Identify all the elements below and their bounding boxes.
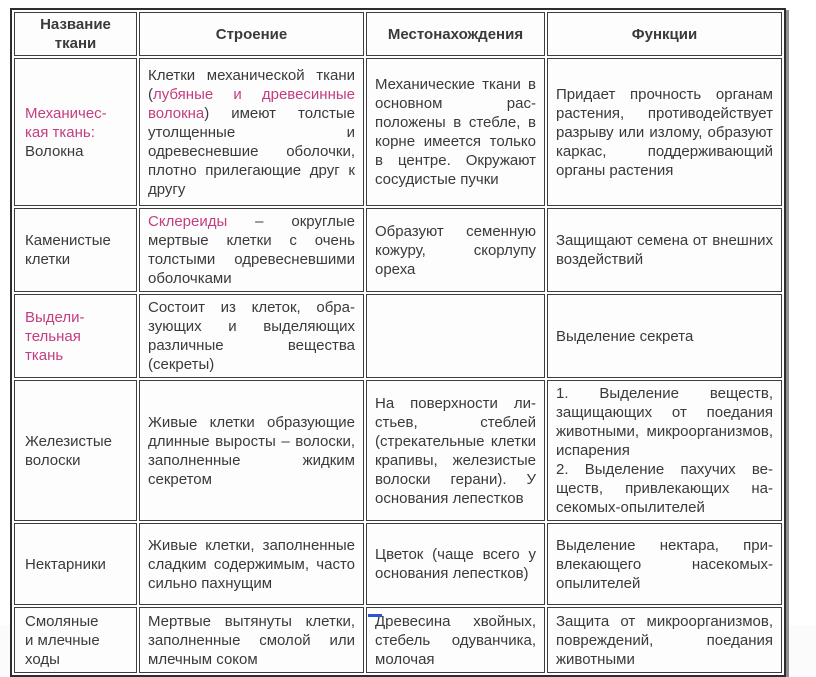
name-cell: Железистые волоски	[14, 380, 137, 521]
tissues-table: Название ткани Строение Местонахождения Фун…	[10, 8, 786, 677]
name-cell: Смоляные и млечные ходы	[14, 607, 137, 673]
name-cell: Нектарники	[14, 523, 137, 605]
structure-cell: Живые клетки образую­щие длинные выросты…	[139, 380, 364, 521]
function-cell: Защищают семена от внешних воздействий	[547, 208, 782, 292]
function-cell: Защита от микроорганиз­мов, повреждений,…	[547, 607, 782, 673]
column-header: Название ткани	[14, 12, 137, 56]
location-cell: Образуют семен­ную кожуру, скор­лупу оре…	[366, 208, 545, 292]
location-cell: На поверхности ли­стьев, стеблей (стрека…	[366, 380, 545, 521]
blue-dash-mark	[368, 614, 382, 617]
table-row: Выдели-тельная ткань Состоит из клеток, об…	[14, 294, 782, 378]
name-cell: Механичес-кая ткань: Волокна	[14, 58, 137, 206]
structure-cell: Клетки механической ткани (лубяные и дре…	[139, 58, 364, 206]
function-cell: Выделение секрета	[547, 294, 782, 378]
location-cell: Цветок (чаще всего у основания лепе­стко…	[366, 523, 545, 605]
header-row: Название ткани Строение Местонахождения Фун…	[14, 12, 782, 56]
name-cell: Каменистые клетки	[14, 208, 137, 292]
page: Название ткани Строение Местонахождения Фун…	[10, 8, 786, 677]
location-cell	[366, 294, 545, 378]
table-body: Механичес-кая ткань: Волокна Клетки механи…	[14, 58, 782, 673]
table-row: Нектарники Живые клетки, запол­ненные сла…	[14, 523, 782, 605]
location-cell: Древесина хвой­ных, стебель оду­ванчика,…	[366, 607, 545, 673]
table-row: Механичес-кая ткань: Волокна Клетки механи…	[14, 58, 782, 206]
structure-cell: Мертвые вытянуты клет­ки, заполненные см…	[139, 607, 364, 673]
location-cell: Механические тка­ни в основном рас­полож…	[366, 58, 545, 206]
column-header: Функции	[547, 12, 782, 56]
structure-cell: Состоит из клеток, обра­зующих и выделяю…	[139, 294, 364, 378]
function-cell: 1. Выделение веществ, защищающих от поед…	[547, 380, 782, 521]
column-header: Строение	[139, 12, 364, 56]
column-header: Местонахождения	[366, 12, 545, 56]
structure-cell: Живые клетки, запол­ненные сладким содер…	[139, 523, 364, 605]
structure-cell: Склереиды – округлые мертвые клетки с оч…	[139, 208, 364, 292]
table-row: Каменистые клетки Склереиды – округлые мер…	[14, 208, 782, 292]
table-row: Железистые волоски Живые клетки образую­щи…	[14, 380, 782, 521]
name-cell: Выдели-тельная ткань	[14, 294, 137, 378]
table-row: Смоляные и млечные ходы Мертвые вытянуты кл…	[14, 607, 782, 673]
function-cell: Выделение нектара, при­влекающего насеко…	[547, 523, 782, 605]
function-cell: Придает прочность органам растения, прот…	[547, 58, 782, 206]
